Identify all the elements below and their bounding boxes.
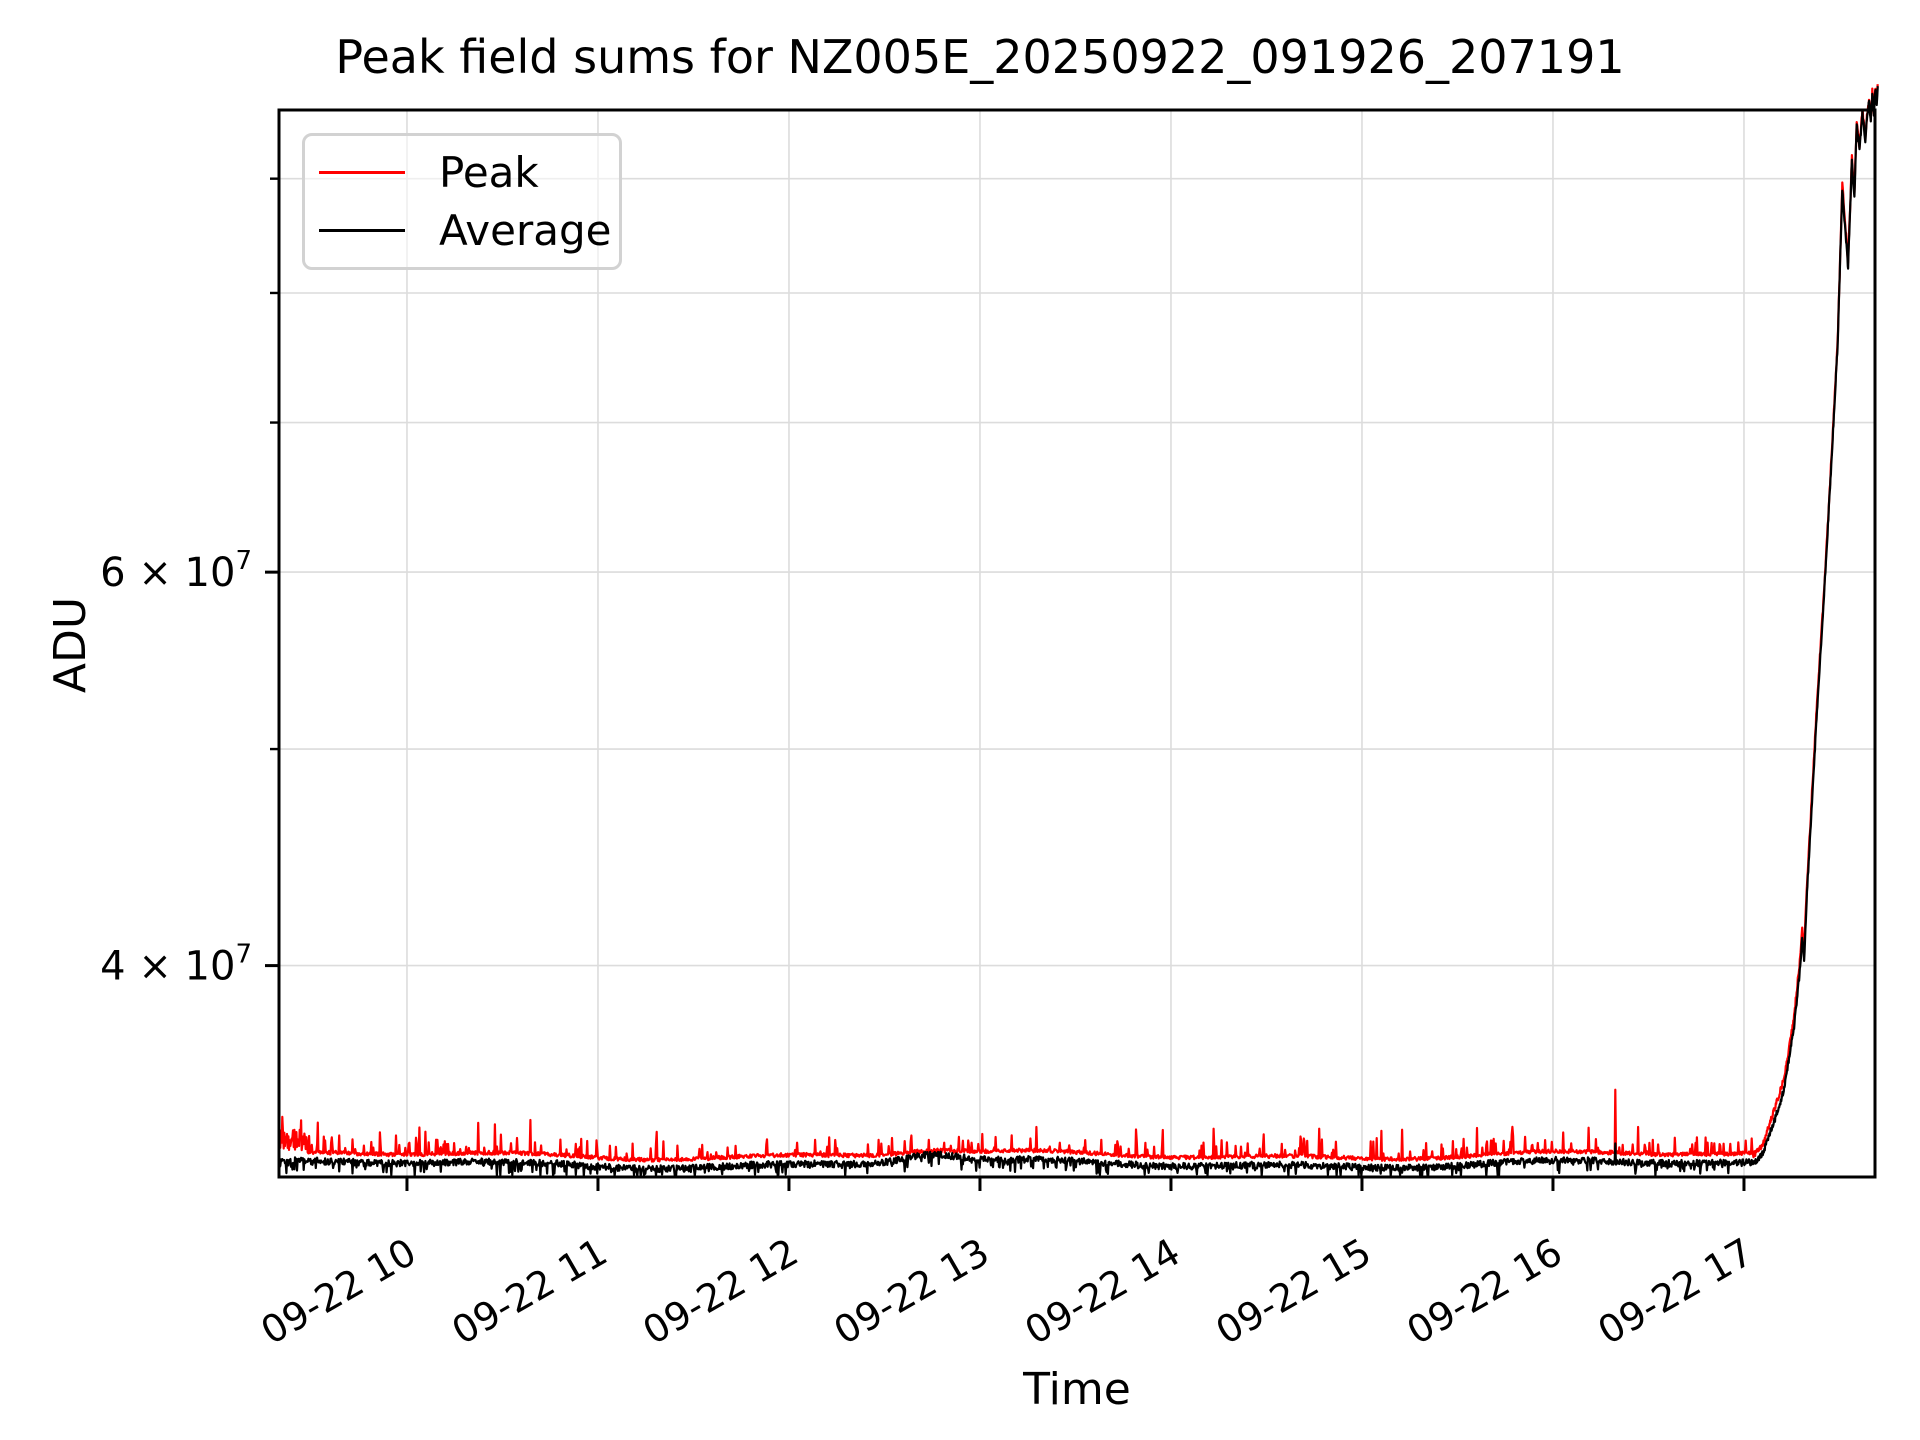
y-axis-label: ADU (44, 596, 96, 694)
peak-line-swatch (319, 171, 405, 174)
chart-title: Peak field sums for NZ005E_20250922_0919… (335, 30, 1625, 84)
x-tick-label: 09-22 14 (1018, 1230, 1188, 1354)
y-tick-label: 4 × 107 (100, 940, 252, 990)
x-tick-label: 09-22 15 (1209, 1230, 1379, 1354)
x-tick-label: 09-22 12 (636, 1230, 806, 1354)
legend: Peak Average (302, 133, 622, 270)
legend-item-peak: Peak (319, 147, 619, 197)
plot-spines (277, 108, 1877, 1179)
legend-label-average: Average (439, 205, 612, 255)
legend-item-average: Average (319, 205, 619, 255)
y-tick-label: 6 × 107 (100, 546, 252, 596)
x-axis-label: Time (1023, 1364, 1131, 1415)
legend-label-peak: Peak (439, 147, 539, 197)
x-tick-label: 09-22 13 (827, 1230, 997, 1354)
x-tick-label: 09-22 11 (445, 1230, 615, 1354)
x-tick-label: 09-22 16 (1400, 1230, 1570, 1354)
series-line-average (277, 86, 1879, 1177)
average-line-swatch (319, 229, 405, 232)
x-tick-label: 09-22 10 (254, 1230, 424, 1354)
series-line-peak (277, 84, 1879, 1163)
x-tick-label: 09-22 17 (1591, 1230, 1761, 1354)
